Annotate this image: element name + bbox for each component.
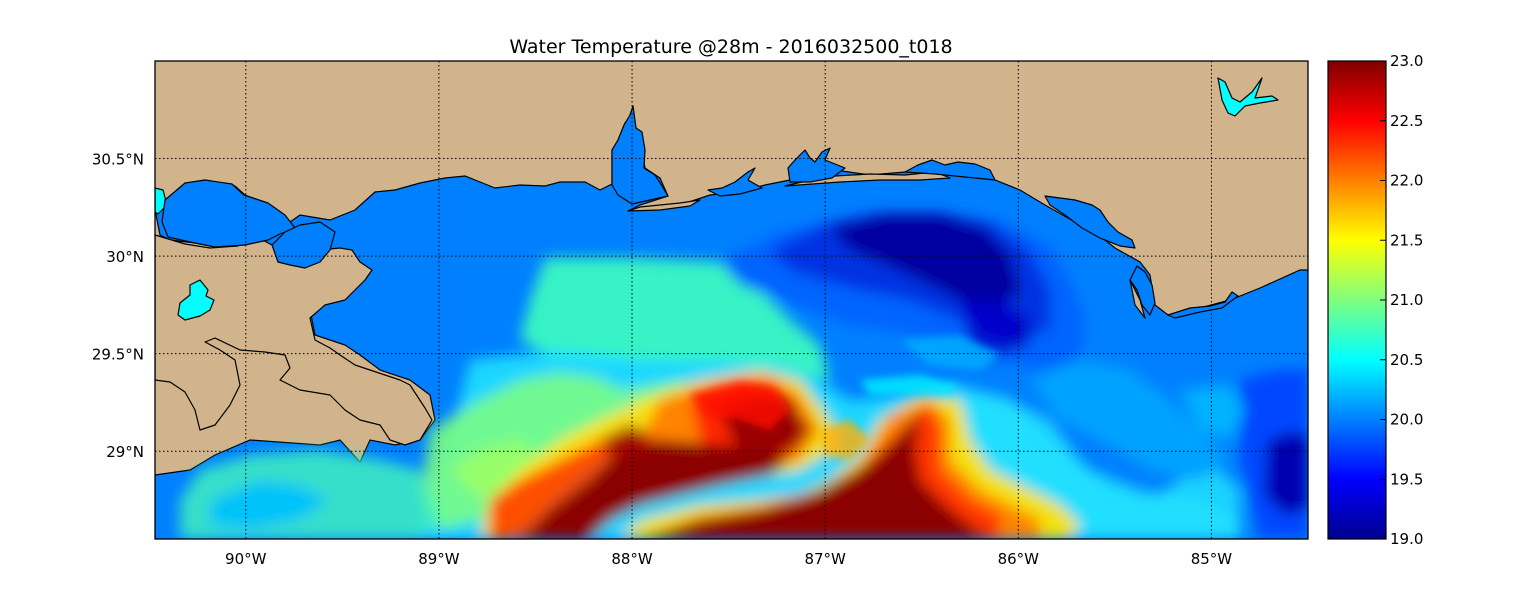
- mobile-bay: [611, 105, 669, 205]
- latitude-label: 29.5°N: [92, 346, 144, 364]
- apalachicola-bay: [1167, 291, 1239, 319]
- st-andrew-bay: [1044, 195, 1136, 249]
- st-joseph-bay: [1129, 265, 1156, 316]
- pensacola-bay: [787, 147, 846, 183]
- lakes: [155, 77, 1279, 321]
- colorbar-tick-label: 21.5: [1390, 231, 1423, 249]
- choctawhatchee-bay: [904, 159, 996, 181]
- colorbar-tick-label: 23.0: [1390, 52, 1423, 70]
- colorbar-tick-label: 21.0: [1390, 291, 1423, 309]
- lake-salvador: [177, 279, 215, 321]
- map-frame: [154, 60, 1309, 540]
- longitude-label: 88°W: [611, 550, 653, 568]
- latitude-label: 29°N: [106, 443, 144, 461]
- perdido-bay: [707, 167, 763, 197]
- longitude-tick-labels: 90°W 89°W 88°W 87°W 86°W 85°W: [225, 550, 1232, 568]
- colorbar-tick-label: 20.0: [1390, 411, 1423, 429]
- longitude-label: 90°W: [225, 550, 267, 568]
- lake-florida: [1217, 77, 1279, 117]
- colorbar-tick-label: 22.5: [1390, 112, 1423, 130]
- longitude-label: 89°W: [418, 550, 460, 568]
- colorbar-tick-label: 19.5: [1390, 470, 1423, 488]
- colorbar-ticks: 19.0 19.5 20.0 20.5 21.0 21.5 22.0 22.5 23.0: [1380, 52, 1423, 548]
- map-area: [155, 61, 1308, 539]
- map-title: Water Temperature @28m - 2016032500_t018: [509, 36, 952, 58]
- longitude-label: 85°W: [1191, 550, 1233, 568]
- colorbar: 19.0 19.5 20.0 20.5 21.0 21.5 22.0 22.5 23.0: [1327, 52, 1423, 548]
- colorbar-tick-label: 22.0: [1390, 172, 1423, 190]
- colorbar-tick-label: 20.5: [1390, 351, 1423, 369]
- colorbar-gradient: [1327, 60, 1387, 540]
- latitude-label: 30.5°N: [92, 151, 144, 169]
- longitude-label: 86°W: [998, 550, 1040, 568]
- longitude-label: 87°W: [804, 550, 846, 568]
- latitude-tick-labels: 30.5°N 30°N 29.5°N 29°N: [92, 151, 144, 462]
- temperature-detail: [690, 335, 1000, 460]
- colorbar-tick-label: 19.0: [1390, 530, 1423, 548]
- latitude-label: 30°N: [106, 248, 144, 266]
- graticule: [155, 61, 1308, 539]
